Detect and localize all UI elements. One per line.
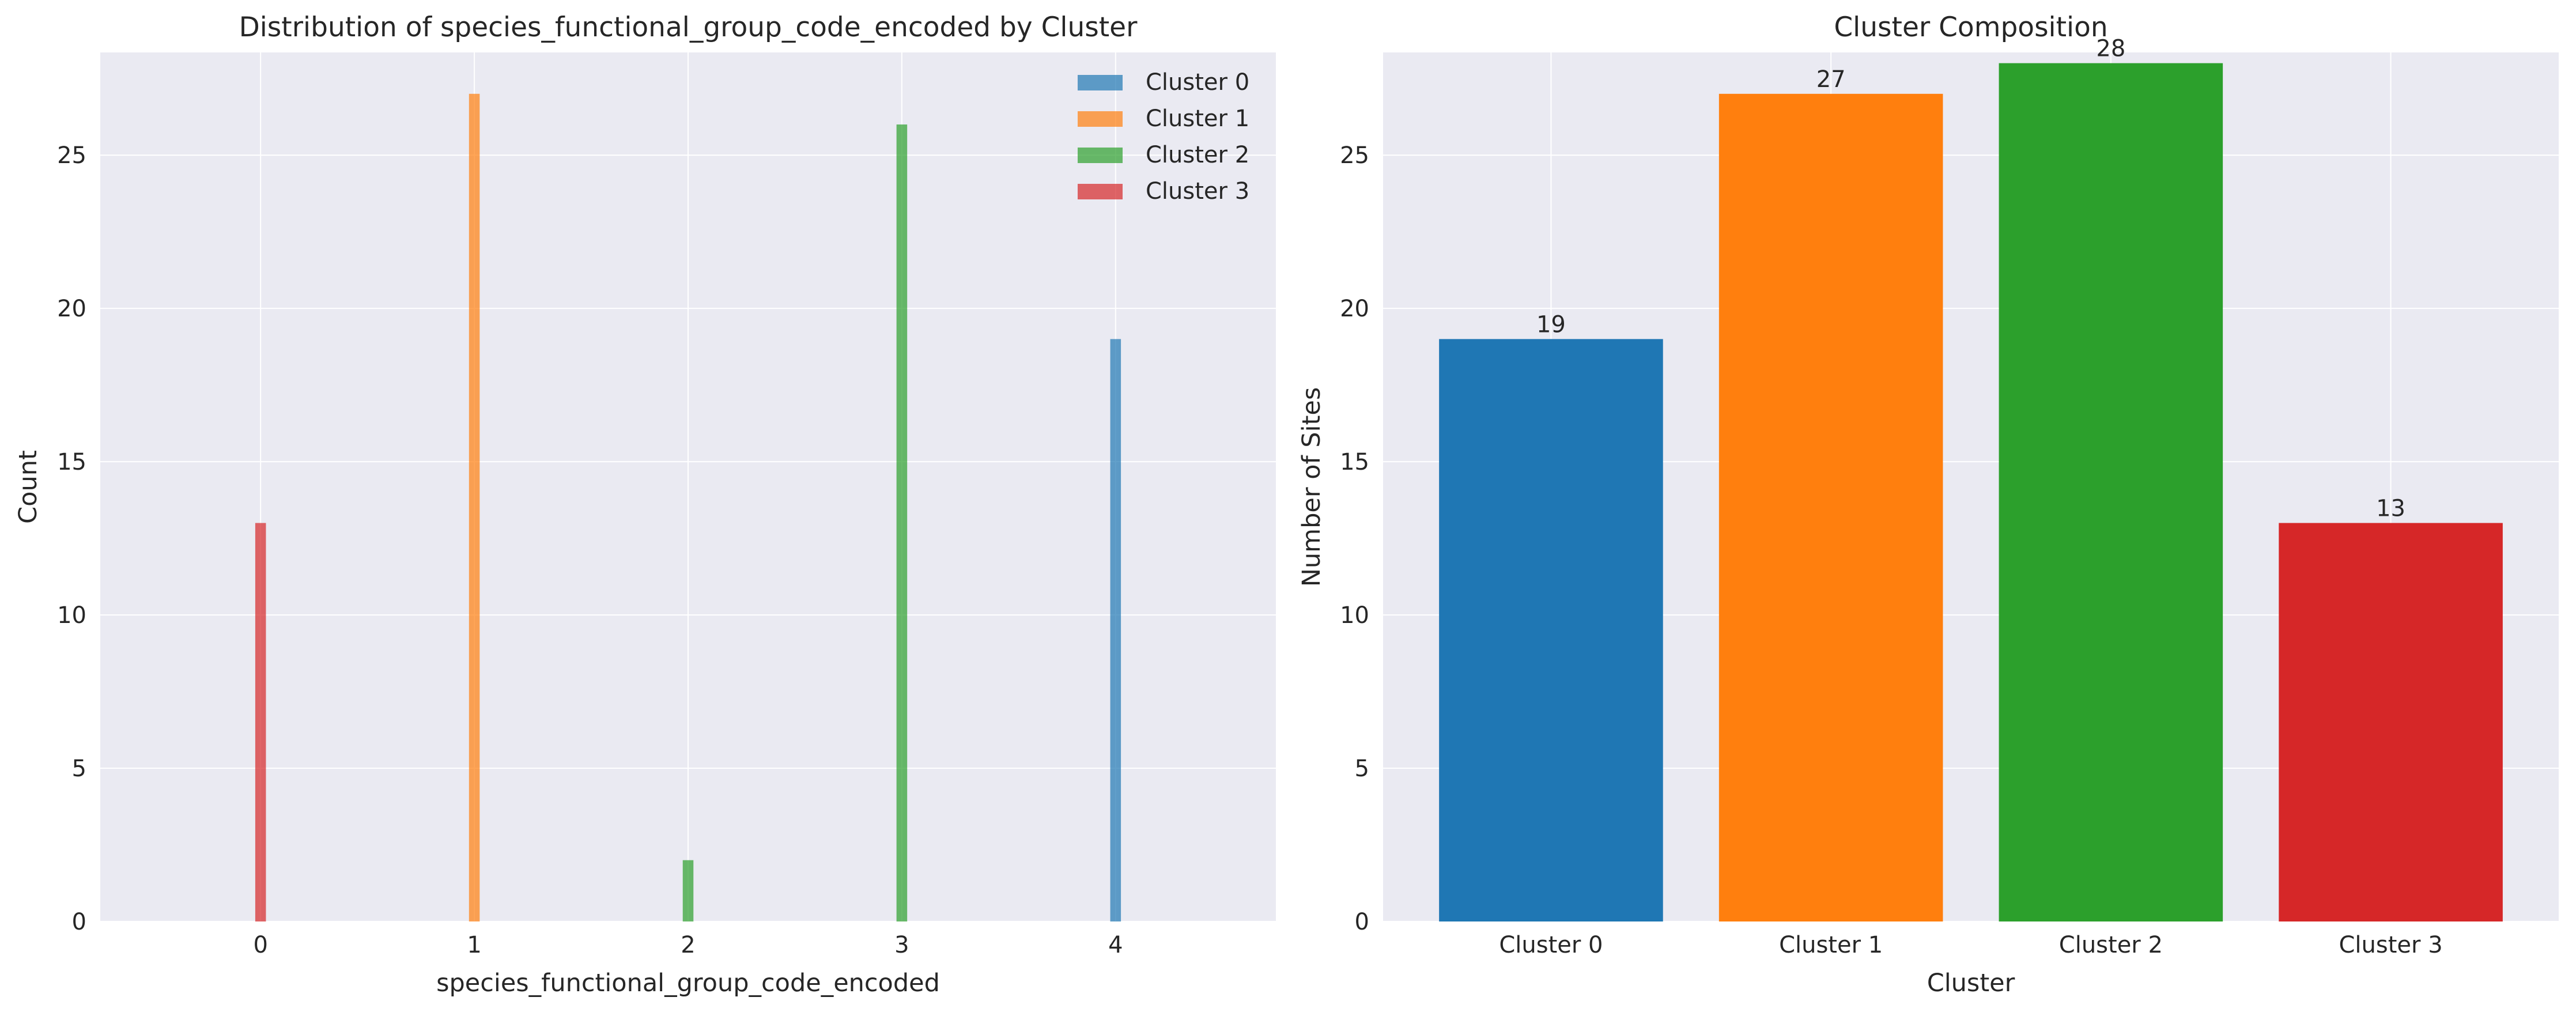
composition-x-ticks: Cluster 0 Cluster 1 Cluster 2 Cluster 3 <box>1499 932 2442 958</box>
composition-bars <box>1439 63 2503 921</box>
legend-label-cluster-1: Cluster 1 <box>1146 105 1249 132</box>
legend-label-cluster-2: Cluster 2 <box>1146 142 1249 168</box>
composition-bar-2 <box>1999 63 2223 921</box>
histogram-bar-cluster-3 <box>255 523 266 921</box>
composition-x-tick-label: Cluster 1 <box>1779 932 1883 958</box>
histogram-bars <box>255 93 1121 922</box>
histogram-y-tick-label: 5 <box>72 756 86 782</box>
composition-bar-3 <box>2279 523 2503 921</box>
composition-value-label: 19 <box>1536 311 1566 338</box>
histogram-y-tick-label: 10 <box>57 602 86 629</box>
composition-y-tick-label: 10 <box>1340 602 1369 629</box>
histogram-panel: 0 1 2 3 4 0 5 10 15 20 25 Distribution of species… <box>14 12 1276 998</box>
legend-swatch-cluster-0 <box>1078 75 1123 90</box>
composition-x-tick-label: Cluster 3 <box>2339 932 2443 958</box>
histogram-title: Distribution of species_functional_group… <box>239 12 1138 43</box>
histogram-y-tick-label: 0 <box>72 909 86 935</box>
composition-value-labels: 19 27 28 13 <box>1536 36 2405 522</box>
composition-y-ticks: 0 5 10 15 20 25 <box>1340 142 1369 935</box>
composition-y-tick-label: 15 <box>1340 449 1369 475</box>
composition-y-tick-label: 25 <box>1340 142 1369 169</box>
histogram-y-tick-label: 20 <box>57 296 86 322</box>
legend-swatch-cluster-3 <box>1078 184 1123 199</box>
histogram-y-tick-label: 25 <box>57 142 86 169</box>
histogram-x-tick-label: 3 <box>894 932 909 958</box>
composition-y-tick-label: 0 <box>1355 909 1369 935</box>
histogram-x-axis-label: species_functional_group_code_encoded <box>436 969 940 998</box>
composition-x-tick-label: Cluster 0 <box>1499 932 1603 958</box>
legend-label-cluster-3: Cluster 3 <box>1146 178 1249 205</box>
composition-x-tick-label: Cluster 2 <box>2059 932 2163 958</box>
histogram-bar-cluster-1 <box>469 93 480 921</box>
legend-swatch-cluster-1 <box>1078 111 1123 127</box>
histogram-x-tick-label: 4 <box>1108 932 1123 958</box>
histogram-bar-cluster-2 <box>682 860 694 921</box>
histogram-legend: Cluster 0 Cluster 1 Cluster 2 Cluster 3 <box>1078 69 1249 205</box>
histogram-x-ticks: 0 1 2 3 4 <box>253 932 1123 958</box>
histogram-bar-cluster-2 <box>896 124 908 922</box>
composition-bar-0 <box>1439 339 1663 921</box>
composition-y-tick-label: 20 <box>1340 296 1369 322</box>
histogram-y-tick-label: 15 <box>57 449 86 475</box>
histogram-y-ticks: 0 5 10 15 20 25 <box>57 142 86 935</box>
composition-x-axis-label: Cluster <box>1927 969 2015 998</box>
composition-value-label: 28 <box>2096 36 2125 62</box>
legend-swatch-cluster-2 <box>1078 148 1123 163</box>
histogram-x-tick-label: 0 <box>253 932 267 958</box>
composition-y-axis-label: Number of Sites <box>1297 387 1326 587</box>
histogram-bar-cluster-0 <box>1110 339 1121 921</box>
composition-y-tick-label: 5 <box>1355 756 1369 782</box>
composition-value-label: 27 <box>1816 66 1846 93</box>
composition-value-label: 13 <box>2376 496 2405 522</box>
histogram-x-tick-label: 1 <box>467 932 481 958</box>
histogram-y-axis-label: Count <box>14 450 43 524</box>
histogram-x-tick-label: 2 <box>681 932 695 958</box>
composition-title: Cluster Composition <box>1834 12 2107 43</box>
legend-label-cluster-0: Cluster 0 <box>1146 69 1249 96</box>
composition-bar-1 <box>1718 93 1943 921</box>
